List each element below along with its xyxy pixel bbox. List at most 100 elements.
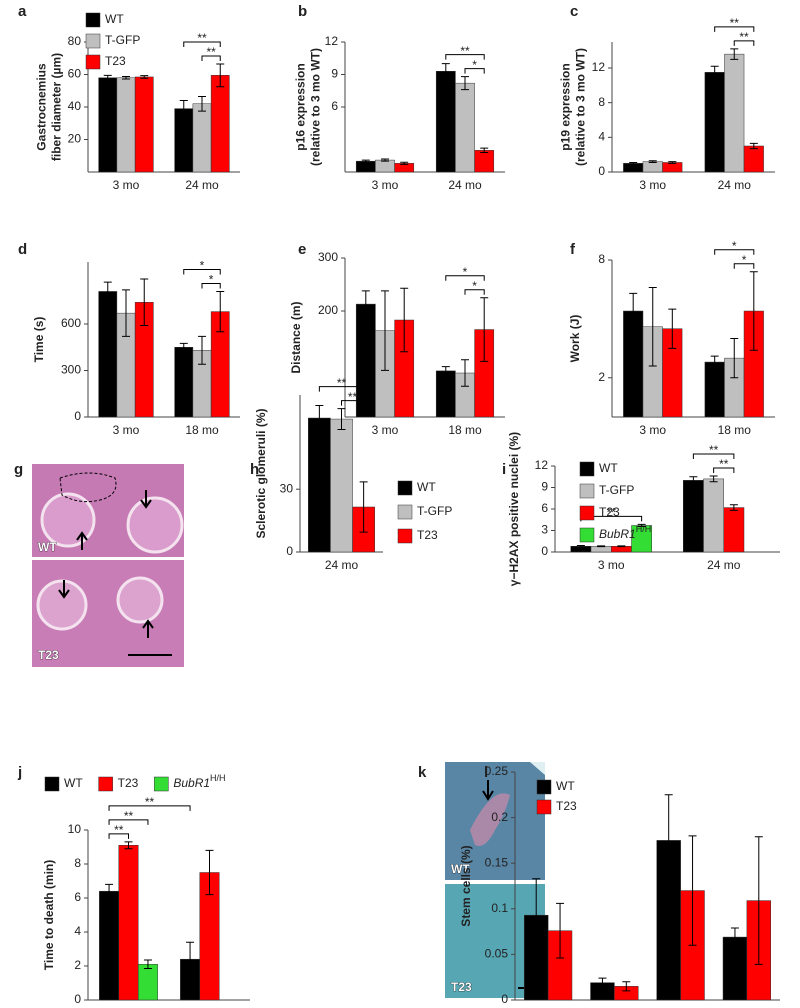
panel-letter: l [484, 764, 488, 781]
arrow [482, 780, 494, 801]
bar [137, 964, 158, 1001]
significance-bracket [318, 386, 365, 392]
significance-bracket [692, 453, 735, 460]
error-bar [629, 292, 638, 330]
error-bar [576, 545, 585, 548]
legend-label: T23 [417, 528, 438, 542]
y-tick-label: 0.15 [485, 855, 509, 869]
error-bar [480, 297, 489, 362]
legend-swatch [397, 528, 413, 544]
legend-label: WT [599, 461, 618, 475]
y-tick-label: 12 [535, 458, 549, 472]
bar [704, 361, 725, 418]
legend-label: T-GFP [417, 504, 452, 518]
edge [530, 762, 545, 775]
panel-letter: g [14, 461, 23, 478]
significance-bracket [714, 26, 755, 32]
legend-name: BubR1 [173, 776, 210, 790]
bar [134, 76, 154, 173]
x-tick-label: 24 mo [325, 558, 359, 572]
legend-swatch [154, 776, 169, 792]
x-tick-label: 3 mo [372, 423, 399, 437]
legend-label: BubR1H/H [599, 524, 651, 541]
x-tick-label: 24 mo [598, 1006, 632, 1008]
bar [662, 162, 683, 173]
significance-bracket [201, 55, 221, 61]
y-tick-label: 0 [74, 409, 81, 423]
legend-sup: H/H [636, 524, 652, 534]
significance-label: ** [206, 45, 216, 59]
significance-bracket [464, 289, 485, 295]
legend-label: T-GFP [599, 483, 634, 497]
y-tick-label: 0 [74, 992, 81, 1006]
y-tick-label: 3 [541, 523, 548, 537]
y-tick-label: 600 [61, 316, 81, 330]
y-tick-label: 0.25 [485, 764, 509, 778]
y-axis-label: p16 expression [294, 63, 308, 150]
y-axis-label: Time (s) [32, 317, 46, 363]
error-bar [710, 355, 719, 369]
error-bar [730, 48, 739, 60]
significance-bracket [445, 54, 485, 60]
bar [435, 71, 456, 173]
bar [174, 347, 194, 418]
significance-label: ** [719, 457, 729, 471]
error-bar [143, 959, 152, 970]
error-bar [198, 335, 206, 365]
bar [308, 417, 331, 553]
arrow [140, 490, 152, 509]
y-tick-label: 20 [68, 132, 82, 146]
significance-bracket [183, 41, 221, 47]
error-bar [689, 476, 698, 485]
error-bar [105, 883, 114, 899]
legend-swatch [579, 461, 595, 477]
x-tick-label: 24 mo [707, 558, 741, 572]
error-bar [205, 849, 214, 896]
legend-label: T23 [118, 776, 139, 790]
x-tick-label: 3 mo [535, 1006, 562, 1008]
error-bar [598, 977, 607, 988]
y-tick-label: 2 [598, 370, 605, 384]
y-tick-label: 0 [286, 544, 293, 558]
x-tick-label: 3 mo [113, 178, 140, 192]
error-bar [315, 404, 324, 432]
legend-swatch [85, 33, 101, 49]
error-bar [216, 63, 225, 88]
bar [174, 108, 194, 173]
bar [210, 75, 230, 173]
y-tick-label: 4 [598, 130, 605, 144]
error-bar [400, 287, 409, 353]
legend-swatch [536, 799, 552, 815]
error-bar [597, 545, 606, 548]
legend-name: T23 [118, 776, 139, 790]
significance-label: ** [348, 390, 358, 404]
bar [642, 161, 663, 173]
y-tick-label: 9 [541, 480, 548, 494]
legend-name: T23 [556, 799, 577, 813]
error-bar [179, 100, 188, 118]
glomerulus [116, 576, 164, 624]
y-tick-label: 4 [74, 924, 81, 938]
legend-swatch [397, 480, 413, 496]
y-tick-label: 2 [74, 958, 81, 972]
significance-bracket [341, 400, 365, 406]
significance-label: ** [709, 443, 719, 457]
legend-swatch [536, 779, 552, 795]
y-tick-label: 0 [598, 164, 605, 178]
error-bar [103, 281, 112, 302]
image-label: WT [451, 862, 470, 876]
y-tick-label: 30 [280, 481, 294, 495]
significance-bracket [108, 819, 149, 825]
x-tick-label: 3 mo [639, 178, 666, 192]
x-tick-label: 24 mo [718, 178, 752, 192]
error-bar [729, 504, 738, 511]
y-tick-label: 12 [592, 60, 606, 74]
significance-label: ** [197, 31, 207, 45]
x-tick-label: 24 mo [448, 178, 482, 192]
bar [355, 303, 376, 418]
legend-swatch [579, 483, 595, 499]
legend-label: BubR1H/H [173, 773, 225, 790]
legend-name: T23 [105, 54, 126, 68]
error-bar [361, 159, 370, 163]
